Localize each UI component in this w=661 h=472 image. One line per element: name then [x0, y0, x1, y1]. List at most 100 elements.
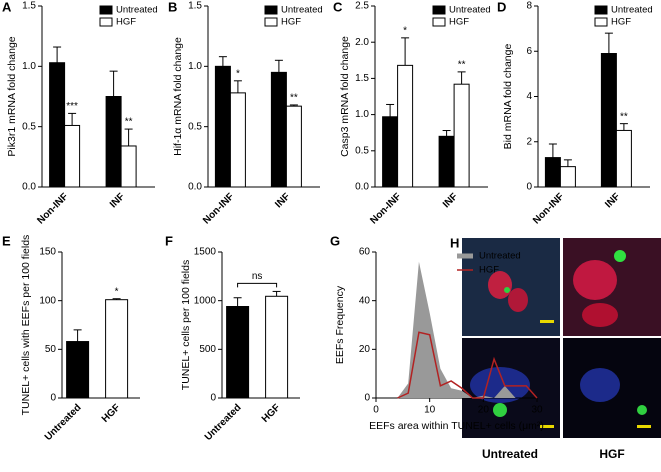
bar [438, 135, 455, 188]
y-tick-label: 1.0 [188, 61, 202, 72]
bar [270, 71, 287, 188]
x-tick-label: INF [108, 191, 127, 210]
y-tick-label: 2.5 [355, 1, 369, 12]
y-tick-label: 2 [526, 136, 532, 147]
legend-label: Untreated [449, 5, 491, 16]
x-tick-label: Non-INF [368, 191, 403, 226]
y-axis-label: EEFs Frequency [334, 285, 346, 364]
bar [64, 124, 81, 188]
bar [229, 92, 246, 188]
bar [214, 65, 231, 188]
x-tick-label: 20 [478, 405, 490, 416]
significance: ** [620, 111, 628, 122]
bar [285, 105, 302, 188]
y-tick-label: 1.0 [355, 109, 369, 120]
bar [226, 306, 250, 399]
y-tick-label: 50 [45, 344, 57, 355]
y-tick-label: 150 [39, 247, 56, 258]
bar [105, 96, 122, 188]
y-axis-label: Bid mRNA fold change [502, 44, 514, 150]
legend-label: Untreated [479, 251, 521, 262]
image-label: Untreated [482, 447, 538, 461]
bar [66, 341, 90, 399]
y-tick-label: 1.5 [22, 1, 36, 12]
y-tick-label: 40 [359, 295, 371, 306]
line [397, 331, 538, 399]
significance: * [236, 68, 240, 79]
legend-label: HGF [449, 17, 469, 28]
area [397, 261, 537, 398]
x-tick-label: 30 [531, 405, 543, 416]
bar [559, 166, 576, 188]
y-tick-label: 100 [39, 295, 56, 306]
significance: * [403, 25, 407, 36]
legend-swatch [594, 5, 608, 15]
legend-swatch [264, 17, 278, 27]
significance: *** [66, 101, 78, 112]
legend-label: HGF [116, 17, 136, 28]
bar [265, 295, 289, 399]
comparison-bracket [237, 282, 278, 288]
x-tick-label: 10 [424, 405, 436, 416]
significance: ** [458, 60, 466, 71]
legend-label: Untreated [281, 5, 323, 16]
x-tick-label: 0 [373, 405, 379, 416]
legend-swatch [594, 17, 608, 27]
legend-swatch [99, 5, 113, 15]
x-tick-label: Untreated [43, 402, 84, 443]
bar [397, 64, 414, 188]
legend-label: HGF [611, 17, 631, 28]
y-tick-label: 500 [199, 344, 216, 355]
y-tick-label: 0.5 [22, 121, 36, 132]
y-tick-label: 1.5 [188, 1, 202, 12]
y-tick-label: 0.5 [188, 121, 202, 132]
y-tick-label: 1.0 [22, 61, 36, 72]
y-tick-label: 1.5 [355, 73, 369, 84]
panel-letter: B [168, 0, 177, 14]
x-tick-label: Non-INF [201, 191, 236, 226]
y-axis-label: TUNEL+ cells with EEFs per 100 fields [20, 235, 32, 416]
x-axis-label: EEFs area within TUNEL+ cells (μm²) [369, 420, 544, 432]
y-tick-label: 0.5 [355, 145, 369, 156]
legend-label: Untreated [611, 5, 653, 16]
y-tick-label: 6 [526, 46, 532, 57]
y-tick-label: 2.0 [355, 37, 369, 48]
bar [615, 129, 632, 188]
comparison: ns [252, 271, 263, 282]
bar [544, 157, 561, 188]
y-axis-label: Pik3r1 mRNA fold change [6, 36, 18, 156]
micrographs [462, 238, 661, 438]
legend-swatch [432, 5, 446, 15]
y-tick-label: 1000 [194, 295, 217, 306]
x-tick-label: Non-INF [531, 191, 566, 226]
x-tick-label: INF [441, 191, 460, 210]
legend-label: HGF [281, 17, 301, 28]
y-tick-label: 1500 [194, 247, 217, 258]
x-tick-label: Untreated [203, 402, 244, 443]
x-tick-label: INF [603, 191, 622, 210]
significance: ** [290, 93, 298, 104]
bar [600, 53, 617, 188]
legend-swatch [264, 5, 278, 15]
x-tick-label: HGF [260, 402, 283, 425]
legend-label: Untreated [116, 5, 158, 16]
panel-letter: C [333, 0, 343, 14]
legend-label: HGF [479, 265, 499, 276]
y-tick-label: 60 [359, 247, 371, 258]
bar [382, 116, 399, 188]
y-tick-label: 0 [50, 393, 56, 404]
y-tick-label: 0.0 [188, 182, 202, 193]
y-tick-label: 0 [364, 393, 370, 404]
y-axis-label: Hif-1α mRNA fold change [172, 37, 184, 156]
panel-letter: H [450, 235, 459, 250]
significance: * [115, 286, 119, 297]
bar [453, 83, 470, 188]
panel-letter: D [497, 0, 506, 14]
significance: ** [125, 117, 133, 128]
y-tick-label: 8 [526, 1, 532, 12]
y-axis-label: Casp3 mRNA fold change [339, 36, 351, 157]
panel-letter: E [2, 233, 11, 248]
y-axis-label: TUNEL+ cells per 100 fields [180, 260, 192, 390]
y-tick-label: 0 [210, 393, 216, 404]
